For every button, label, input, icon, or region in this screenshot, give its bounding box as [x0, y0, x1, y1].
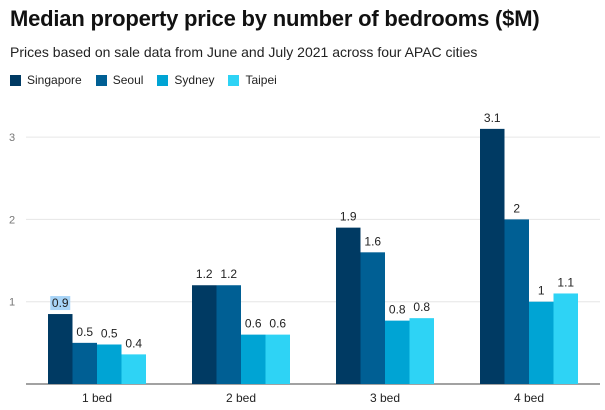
bar-taipei-3 — [553, 293, 578, 384]
data-label-taipei-2: 0.8 — [413, 300, 430, 314]
data-label-sydney-1: 0.6 — [245, 317, 262, 331]
bar-singapore-0 — [48, 314, 73, 384]
bar-taipei-0 — [121, 354, 146, 384]
legend-swatch-taipei — [228, 74, 240, 86]
legend-item-seoul[interactable]: Seoul — [95, 73, 144, 87]
bar-singapore-2 — [336, 227, 361, 384]
legend-label-taipei: Taipei — [245, 73, 277, 87]
bar-sydney-2 — [385, 320, 410, 384]
bar-sydney-0 — [97, 344, 122, 384]
bar-sydney-1 — [241, 334, 266, 384]
data-label-sydney-0: 0.5 — [101, 326, 118, 340]
data-label-seoul-0: 0.5 — [76, 325, 93, 339]
bar-singapore-1 — [192, 285, 217, 384]
data-label-taipei-3: 1.1 — [557, 275, 574, 289]
data-label-taipei-1: 0.6 — [269, 317, 286, 331]
y-tick-label-1: 1 — [9, 297, 15, 309]
chart-title: Median property price by number of bedro… — [10, 6, 540, 31]
y-tick-label-2: 2 — [9, 214, 15, 226]
data-label-highlight — [50, 296, 71, 311]
legend-item-taipei[interactable]: Taipei — [228, 73, 277, 87]
legend-swatch-singapore — [10, 74, 21, 86]
data-label-singapore-0: 0.9 — [52, 296, 69, 310]
y-tick-label-3: 3 — [9, 132, 15, 144]
data-label-singapore-2: 1.9 — [340, 210, 357, 224]
data-label-seoul-1: 1.2 — [220, 267, 237, 281]
bar-taipei-2 — [409, 318, 434, 384]
legend: Singapore Seoul Sydney Taipei — [10, 71, 277, 89]
x-tick-label-0: 1 bed — [82, 391, 112, 405]
bar-singapore-3 — [480, 128, 505, 384]
data-label-singapore-3: 3.1 — [484, 111, 501, 125]
legend-label-singapore: Singapore — [27, 73, 82, 87]
data-label-sydney-2: 0.8 — [389, 303, 406, 317]
data-label-taipei-0: 0.4 — [125, 336, 142, 350]
bar-taipei-1 — [265, 334, 290, 384]
x-tick-label-3: 4 bed — [514, 391, 544, 405]
bar-seoul-0 — [72, 342, 97, 384]
legend-label-sydney: Sydney — [174, 73, 215, 87]
x-tick-label-2: 3 bed — [370, 391, 400, 405]
legend-swatch-sydney — [157, 74, 169, 86]
data-label-seoul-2: 1.6 — [364, 234, 381, 248]
data-label-seoul-3: 2 — [513, 201, 520, 215]
bar-seoul-3 — [504, 219, 529, 384]
bar-sydney-3 — [529, 301, 554, 384]
legend-label-seoul: Seoul — [112, 73, 144, 87]
data-label-singapore-1: 1.2 — [196, 267, 213, 281]
bar-seoul-2 — [360, 252, 385, 384]
bar-seoul-1 — [216, 285, 241, 384]
legend-swatch-seoul — [95, 74, 107, 86]
legend-item-sydney[interactable]: Sydney — [157, 73, 214, 87]
legend-item-singapore[interactable]: Singapore — [10, 73, 82, 87]
x-tick-label-1: 2 bed — [226, 391, 256, 405]
chart-subtitle: Prices based on sale data from June and … — [10, 44, 478, 60]
data-label-sydney-3: 1 — [538, 284, 545, 298]
